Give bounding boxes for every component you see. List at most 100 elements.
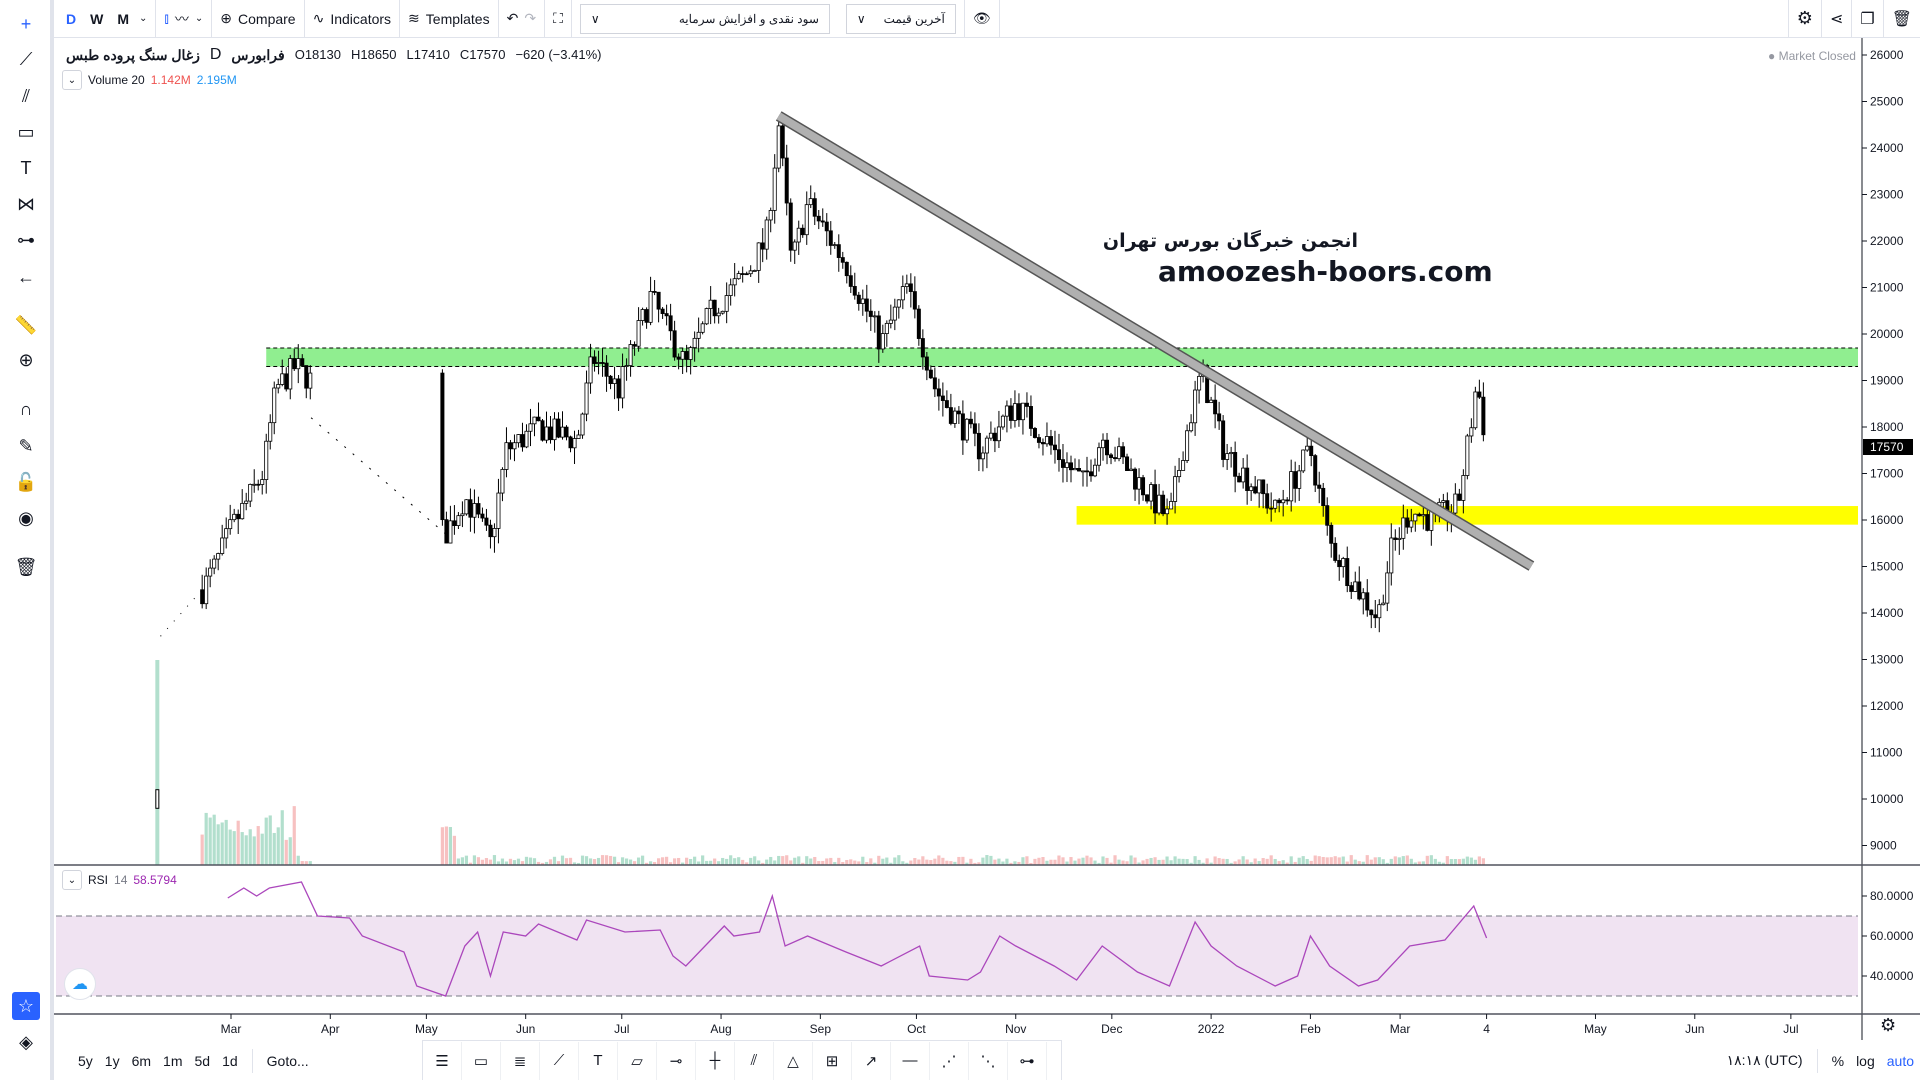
volume-bar: [901, 861, 905, 865]
rsi-tick-label: 80.0000: [1870, 889, 1914, 903]
chevron-down-icon[interactable]: ⌄: [139, 13, 148, 24]
volume-bar: [512, 860, 517, 865]
axis-settings-icon[interactable]: ⚙: [1880, 1015, 1897, 1035]
parallel-channel-icon[interactable]: ⫽: [735, 1041, 774, 1080]
horizontal-lines-icon[interactable]: ☰: [423, 1041, 462, 1080]
pitchfork-icon[interactable]: ⫽: [21, 85, 31, 106]
trash-icon[interactable]: 🗑: [14, 556, 38, 577]
interval-w[interactable]: W: [90, 10, 104, 27]
interval-m[interactable]: M: [117, 10, 130, 27]
volume-bar: [949, 861, 953, 865]
line-chart-icon[interactable]: 〰: [174, 10, 189, 27]
auto-toggle[interactable]: auto: [1886, 1052, 1914, 1069]
triangle-icon[interactable]: △: [774, 1041, 813, 1080]
chevron-down-icon[interactable]: ⌄: [194, 13, 204, 24]
redo-icon[interactable]: ↷: [524, 10, 537, 26]
rectangle-icon[interactable]: ▭: [17, 121, 35, 142]
volume-bar: [644, 862, 649, 865]
volume-bar: [280, 810, 284, 865]
elliott-wave-icon[interactable]: ⋰: [930, 1041, 969, 1080]
cross-line-icon[interactable]: ┼: [696, 1041, 735, 1080]
trend-line-icon[interactable]: ⟋: [19, 48, 33, 69]
long-position-icon[interactable]: ⊶: [1008, 1041, 1047, 1080]
price-range-icon[interactable]: ⊞: [813, 1041, 852, 1080]
collapse-volume-button[interactable]: ⌄: [62, 70, 82, 90]
volume-bar: [232, 831, 236, 865]
unlock-icon[interactable]: 🔓: [14, 471, 38, 492]
undo-icon[interactable]: ↶: [506, 10, 519, 26]
eye-icon[interactable]: ◉: [18, 507, 34, 528]
interval-d[interactable]: D: [66, 10, 77, 27]
range-5d[interactable]: 5d: [194, 1052, 211, 1069]
delete-button[interactable]: 🗑: [1884, 0, 1920, 38]
fullscreen-button[interactable]: ⛶: [545, 0, 572, 38]
collapse-rsi-button[interactable]: ⌄: [62, 870, 82, 890]
templates-button[interactable]: ≋ Templates: [400, 0, 499, 38]
cloud-logo-icon[interactable]: ☁: [64, 968, 96, 1000]
indicators-button[interactable]: ∿ Indicators: [305, 0, 401, 38]
lock-drawing-icon[interactable]: ✎: [18, 435, 34, 456]
back-arrow-icon[interactable]: ←: [17, 266, 35, 287]
layers-icon[interactable]: ◈: [19, 1031, 33, 1052]
percent-toggle[interactable]: %: [1831, 1052, 1845, 1069]
magnet-icon[interactable]: ∩: [19, 398, 33, 419]
trend-line-icon[interactable]: ⟋: [540, 1041, 579, 1080]
price-tick-label: 13000: [1870, 653, 1904, 667]
volume-bar: [1089, 857, 1093, 865]
visibility-button[interactable]: 👁: [965, 0, 1000, 38]
volume-bar: [1145, 858, 1149, 865]
volume-bar: [1129, 855, 1133, 865]
volume-bar: [705, 860, 709, 865]
range-1y[interactable]: 1y: [104, 1052, 120, 1069]
crosshair-icon[interactable]: +: [20, 13, 32, 34]
candle-body: [828, 230, 833, 246]
candle-body: [1297, 470, 1302, 489]
volume-bar: [1181, 858, 1185, 865]
candle-body: [240, 502, 245, 520]
text-icon[interactable]: T: [579, 1041, 618, 1080]
text-icon[interactable]: T: [20, 157, 32, 178]
fib-icon[interactable]: ≣: [501, 1041, 540, 1080]
settings-button[interactable]: ⚙: [1787, 0, 1822, 38]
candles-icon[interactable]: ⫾: [164, 10, 169, 26]
ruler-icon[interactable]: 📏: [14, 314, 38, 335]
volume-bar: [600, 855, 605, 865]
rectangle-icon[interactable]: ▭: [462, 1041, 501, 1080]
timezone-time[interactable]: ۱۸:۱۸ (UTC): [1726, 1052, 1803, 1068]
arrow-icon[interactable]: ↗: [852, 1041, 891, 1080]
volume-bar: [1321, 856, 1325, 865]
range-6m[interactable]: 6m: [131, 1052, 152, 1069]
symbol-name[interactable]: زغال سنگ پروده طبس: [66, 47, 200, 63]
range-1m[interactable]: 1m: [163, 1052, 183, 1069]
adjustment-dropdown[interactable]: ∨ سود نقدی و افزایش سرمایه: [579, 3, 830, 34]
compare-button[interactable]: ⊕ Compare: [212, 0, 305, 38]
candle-body: [1373, 614, 1378, 619]
zone-resistance: [266, 347, 1858, 367]
volume-bar: [1005, 858, 1009, 865]
volume-bar: [953, 861, 957, 865]
horizontal-ray-icon[interactable]: ⊸: [657, 1041, 696, 1080]
goto-button[interactable]: Goto...: [266, 1052, 309, 1069]
share-button[interactable]: ⋖: [1822, 0, 1853, 38]
candle-body: [1193, 389, 1198, 424]
abcd-pattern-icon[interactable]: ⋱: [969, 1041, 1008, 1080]
candle-body: [1241, 467, 1246, 483]
zoom-in-icon[interactable]: ⊕: [18, 349, 34, 370]
volume-bar: [933, 858, 937, 865]
volume-bar: [248, 829, 252, 865]
callout-icon[interactable]: ▱: [618, 1041, 657, 1080]
price-type-dropdown[interactable]: ∨ آخرین قیمت: [845, 3, 956, 34]
snapshot-button[interactable]: ❐: [1852, 0, 1884, 38]
star-icon[interactable]: ☆: [12, 992, 40, 1020]
drawing-toolbar-left: + ⟋ ⫽ ▭ T ⋈ ⊶ ← 📏 ⊕ ∩ ✎ 🔓 ◉ 🗑 ☆ ◈: [0, 0, 54, 1080]
horizontal-line-icon[interactable]: —: [891, 1041, 930, 1080]
pattern-icon[interactable]: ⋈: [17, 193, 35, 214]
candle-body: [1277, 499, 1282, 504]
range-5y[interactable]: 5y: [78, 1052, 93, 1069]
range-1d[interactable]: 1d: [222, 1052, 238, 1069]
log-toggle[interactable]: log: [1856, 1052, 1875, 1069]
volume-bar: [893, 857, 897, 865]
prediction-icon[interactable]: ⊶: [17, 229, 35, 250]
candle-body: [672, 330, 677, 358]
